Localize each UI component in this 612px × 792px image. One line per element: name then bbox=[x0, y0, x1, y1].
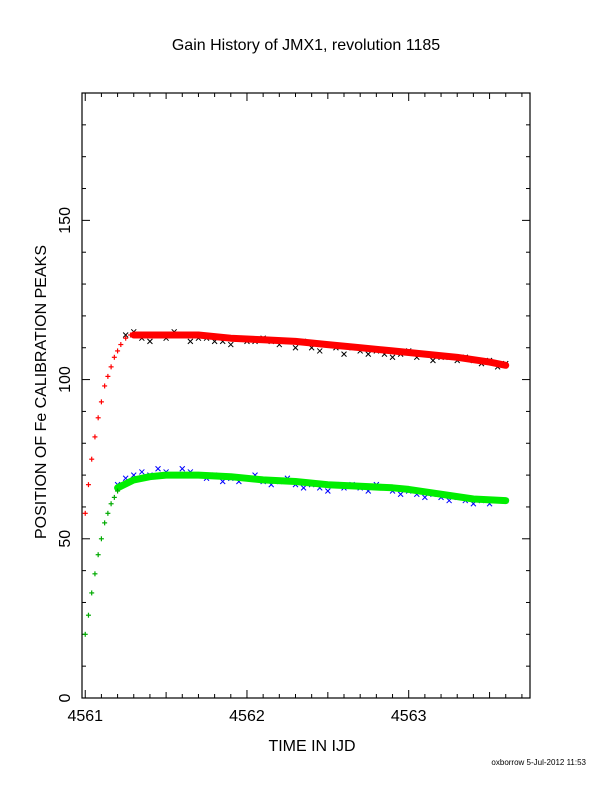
data-point bbox=[389, 354, 396, 361]
data-point bbox=[95, 415, 101, 421]
data-point bbox=[397, 491, 404, 498]
data-point-stroke bbox=[147, 338, 153, 345]
data-point bbox=[138, 469, 145, 475]
data-point bbox=[155, 465, 161, 472]
data-point-stroke bbox=[292, 344, 299, 351]
data-point bbox=[118, 342, 124, 348]
data-point-stroke bbox=[122, 475, 129, 482]
data-point bbox=[147, 338, 153, 345]
data-point-stroke bbox=[316, 348, 323, 354]
x-tick-label: 4563 bbox=[391, 708, 427, 725]
data-point-stroke bbox=[130, 472, 137, 478]
plot-frame-group bbox=[81, 92, 531, 699]
series-lower_fit bbox=[114, 471, 510, 505]
x-axis-label: TIME IN IJD bbox=[268, 738, 356, 755]
data-point-stroke bbox=[122, 332, 129, 338]
data-point-stroke bbox=[300, 484, 307, 491]
y-tick-label: 150 bbox=[57, 207, 74, 234]
y-tick-label: 0 bbox=[57, 693, 74, 702]
data-point bbox=[111, 354, 117, 360]
data-point bbox=[108, 501, 114, 507]
data-point bbox=[292, 344, 299, 351]
ticks-group: 0 50 100 150 4561 4562 4563 bbox=[57, 92, 530, 725]
data-point bbox=[82, 510, 88, 516]
data-point bbox=[115, 348, 121, 354]
data-point-stroke bbox=[138, 469, 145, 475]
y-axis-label-text: POSITION OF Fe CALIBRATION PEAKS bbox=[33, 245, 50, 539]
data-point-stroke bbox=[365, 351, 372, 357]
y-tick-label: 100 bbox=[57, 366, 74, 393]
data-point bbox=[316, 348, 323, 354]
data-point-stroke bbox=[389, 354, 396, 361]
data-point bbox=[324, 488, 331, 494]
x-tick-label: 4561 bbox=[67, 708, 103, 725]
data-point bbox=[89, 456, 95, 462]
data-point bbox=[105, 373, 111, 379]
marks-group bbox=[82, 328, 510, 637]
fit-line-lower_fit bbox=[114, 471, 510, 505]
data-point bbox=[430, 357, 436, 364]
chart-title: Gain History of JMX1, revolution 1185 bbox=[171, 37, 441, 54]
data-point bbox=[300, 484, 307, 491]
fit-line-upper_fit bbox=[130, 331, 510, 369]
x-tick-label: 4562 bbox=[229, 708, 265, 725]
series-upper_rise bbox=[82, 332, 134, 516]
data-point-stroke bbox=[397, 491, 404, 498]
data-point-stroke bbox=[324, 488, 331, 494]
data-point bbox=[122, 332, 129, 338]
data-point bbox=[102, 520, 108, 526]
data-point bbox=[82, 631, 88, 637]
data-point bbox=[341, 351, 347, 357]
data-point bbox=[422, 494, 428, 501]
data-point bbox=[98, 536, 104, 542]
data-point bbox=[108, 364, 114, 370]
data-point bbox=[102, 383, 108, 389]
data-point-stroke bbox=[227, 341, 234, 348]
data-point bbox=[89, 590, 95, 596]
y-tick-label: 50 bbox=[57, 530, 74, 548]
data-point bbox=[187, 338, 194, 345]
data-point bbox=[123, 335, 129, 341]
data-point bbox=[92, 571, 98, 577]
series-upper_fit bbox=[130, 331, 510, 369]
plot-frame bbox=[81, 92, 531, 699]
footer-stamp: oxborrow 5-Jul-2012 11:53 bbox=[491, 758, 586, 767]
data-point bbox=[179, 465, 186, 472]
data-point-stroke bbox=[422, 494, 428, 501]
series-lower_rise bbox=[82, 488, 121, 637]
data-point bbox=[365, 351, 372, 357]
data-point bbox=[128, 332, 134, 338]
data-point bbox=[85, 482, 91, 488]
data-point-stroke bbox=[341, 351, 347, 357]
data-point-stroke bbox=[179, 465, 186, 472]
data-point-stroke bbox=[430, 357, 436, 364]
data-point bbox=[85, 612, 91, 618]
data-point bbox=[98, 399, 104, 405]
data-point bbox=[92, 434, 98, 440]
data-point bbox=[115, 488, 121, 494]
data-point-stroke bbox=[187, 338, 194, 345]
data-point bbox=[95, 552, 101, 558]
data-point bbox=[227, 341, 234, 348]
data-point bbox=[111, 494, 117, 500]
data-point-stroke bbox=[155, 465, 161, 472]
data-point bbox=[105, 510, 111, 516]
